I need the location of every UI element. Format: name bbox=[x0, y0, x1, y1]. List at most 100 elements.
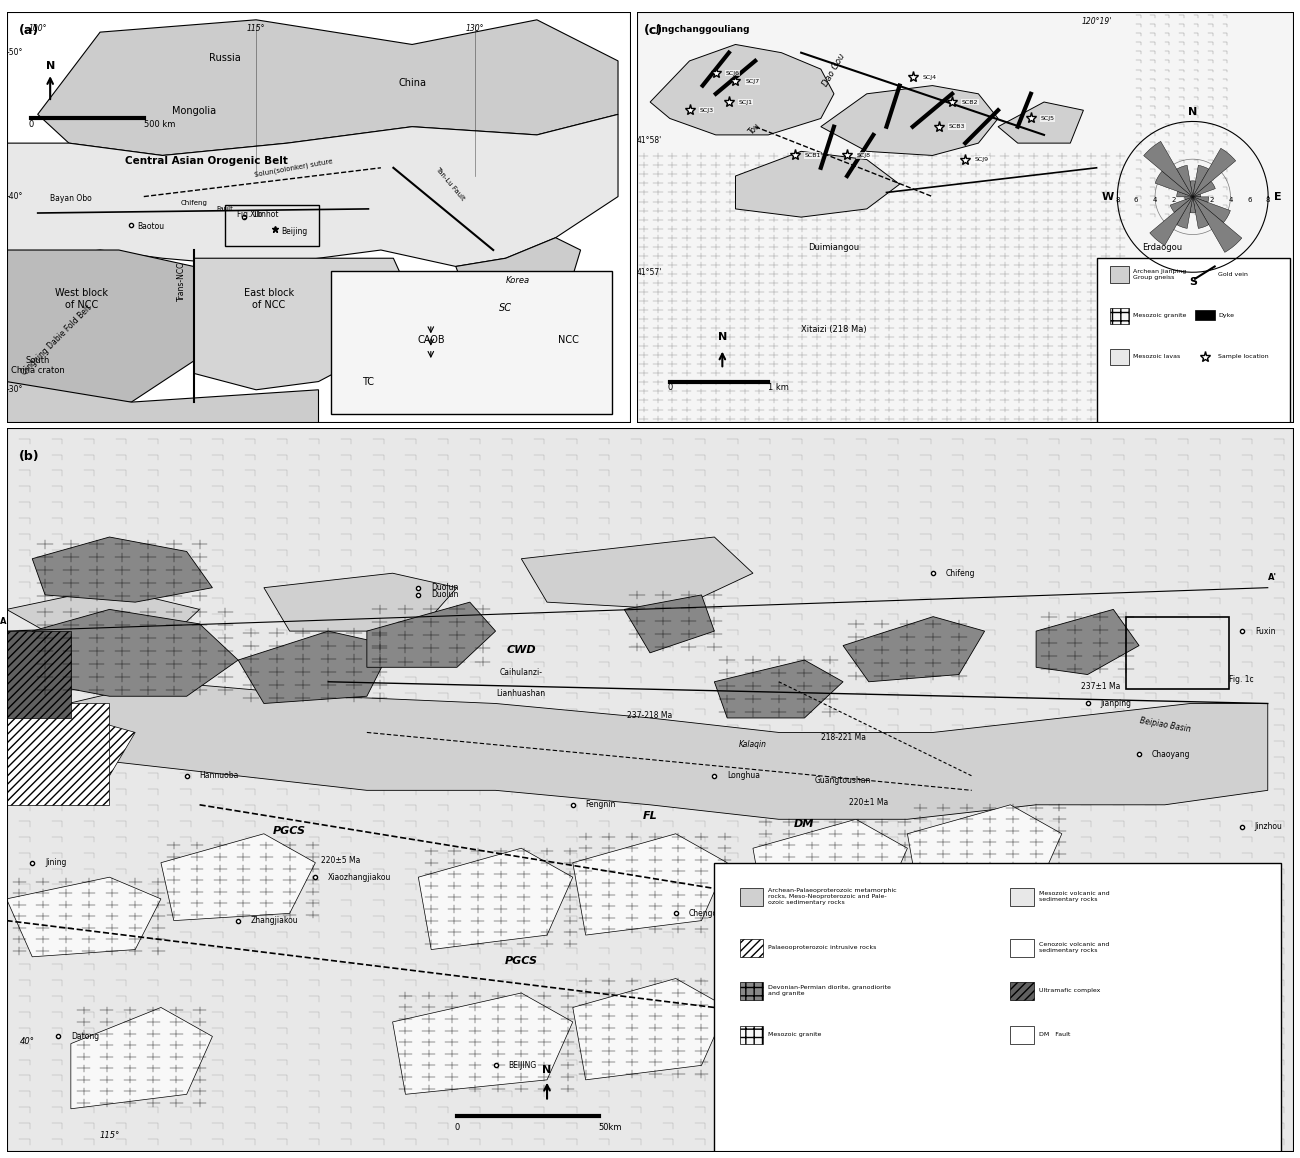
Text: Chengde: Chengde bbox=[689, 909, 723, 918]
Text: 220±5 Ma: 220±5 Ma bbox=[321, 856, 361, 865]
Text: 40°: 40° bbox=[20, 1036, 34, 1046]
Text: Dao Gou: Dao Gou bbox=[822, 52, 846, 88]
Wedge shape bbox=[1170, 197, 1193, 212]
Wedge shape bbox=[1193, 197, 1209, 203]
Wedge shape bbox=[1176, 197, 1193, 228]
Wedge shape bbox=[1184, 197, 1193, 199]
Polygon shape bbox=[573, 834, 727, 936]
Text: Tou: Tou bbox=[747, 122, 763, 137]
Bar bbox=[740, 888, 763, 906]
Wedge shape bbox=[1156, 171, 1193, 197]
Text: Zhangjiakou: Zhangjiakou bbox=[251, 916, 299, 925]
Text: FL: FL bbox=[642, 812, 658, 821]
Text: East block
of NCC: East block of NCC bbox=[243, 288, 294, 309]
Text: PGCS: PGCS bbox=[273, 826, 306, 836]
Polygon shape bbox=[6, 382, 318, 423]
Text: 50km: 50km bbox=[598, 1123, 621, 1133]
Text: Devonian-Permian diorite, granodiorite
and granite: Devonian-Permian diorite, granodiorite a… bbox=[768, 985, 892, 996]
Wedge shape bbox=[1193, 197, 1230, 222]
Text: Hannuoba: Hannuoba bbox=[200, 771, 239, 780]
Text: 115°: 115° bbox=[247, 24, 265, 32]
Polygon shape bbox=[907, 805, 1062, 906]
Text: 4: 4 bbox=[1153, 197, 1157, 203]
Text: Jingchanggouliang: Jingchanggouliang bbox=[655, 25, 750, 34]
Polygon shape bbox=[38, 20, 618, 155]
Bar bbox=[740, 939, 763, 957]
Text: E: E bbox=[1274, 192, 1282, 201]
Text: (b): (b) bbox=[20, 450, 40, 463]
Text: Fengnin: Fengnin bbox=[585, 800, 616, 809]
Text: Beijing: Beijing bbox=[281, 227, 307, 235]
Text: Fig. 1c: Fig. 1c bbox=[1228, 675, 1253, 683]
Text: Jinzhou: Jinzhou bbox=[1254, 822, 1283, 831]
Text: SCB3: SCB3 bbox=[949, 124, 966, 130]
Text: CWD: CWD bbox=[507, 645, 536, 654]
Text: S: S bbox=[1188, 277, 1197, 287]
Text: 500 km: 500 km bbox=[144, 119, 176, 129]
Text: Qingning Dabie Fold Belt: Qingning Dabie Fold Belt bbox=[20, 303, 94, 378]
Wedge shape bbox=[1193, 197, 1209, 228]
Text: SCJ3: SCJ3 bbox=[699, 108, 714, 112]
Text: Fig. 1b: Fig. 1b bbox=[237, 210, 263, 219]
Text: 218-221 Ma: 218-221 Ma bbox=[820, 733, 866, 741]
Text: Mesozoic volcanic and
sedimentary rocks: Mesozoic volcanic and sedimentary rocks bbox=[1039, 892, 1109, 902]
Text: SCJ1: SCJ1 bbox=[738, 100, 753, 104]
Text: Baotou: Baotou bbox=[138, 222, 165, 232]
Polygon shape bbox=[419, 848, 573, 950]
Polygon shape bbox=[521, 537, 753, 609]
Text: Kalaqin: Kalaqin bbox=[738, 740, 767, 749]
Text: Central Asian Orogenic Belt: Central Asian Orogenic Belt bbox=[125, 155, 287, 166]
Text: 100°: 100° bbox=[29, 24, 47, 32]
Text: China: China bbox=[398, 78, 426, 88]
Polygon shape bbox=[6, 115, 618, 266]
Bar bbox=[1010, 982, 1034, 1001]
Text: 237±1 Ma: 237±1 Ma bbox=[1080, 682, 1121, 691]
Bar bbox=[1010, 888, 1034, 906]
Text: West block
of NCC: West block of NCC bbox=[55, 288, 108, 309]
Text: Sample location: Sample location bbox=[1218, 354, 1269, 359]
Text: Cenozoic volcanic and
sedimentary rocks: Cenozoic volcanic and sedimentary rocks bbox=[1039, 941, 1109, 953]
Polygon shape bbox=[6, 718, 135, 790]
Text: 8: 8 bbox=[1266, 197, 1270, 203]
Text: Mesozoic granite: Mesozoic granite bbox=[768, 1032, 822, 1036]
Text: Bayan Obo: Bayan Obo bbox=[51, 193, 92, 203]
Text: 41°57': 41°57' bbox=[637, 267, 663, 277]
Text: Korea: Korea bbox=[506, 276, 530, 285]
Text: DM   Fault: DM Fault bbox=[1039, 1032, 1070, 1036]
Bar bbox=[6, 704, 109, 805]
Text: DM: DM bbox=[794, 819, 815, 828]
Bar bbox=[1110, 308, 1130, 324]
Polygon shape bbox=[753, 820, 907, 921]
Text: Jianping: Jianping bbox=[1100, 699, 1131, 708]
Text: Russia: Russia bbox=[209, 53, 240, 63]
Text: N: N bbox=[718, 332, 727, 343]
Text: Jining: Jining bbox=[46, 858, 66, 867]
Text: 8: 8 bbox=[1115, 197, 1119, 203]
Bar bbox=[1126, 616, 1230, 689]
Polygon shape bbox=[456, 237, 581, 308]
Text: 1 km: 1 km bbox=[768, 383, 789, 391]
Text: Duolun: Duolun bbox=[432, 584, 459, 592]
Text: Chaoyang: Chaoyang bbox=[1152, 749, 1191, 758]
Text: NCC: NCC bbox=[558, 336, 579, 345]
Wedge shape bbox=[1193, 197, 1242, 252]
Text: -40°: -40° bbox=[6, 192, 23, 201]
Bar bbox=[225, 205, 318, 245]
Text: 2: 2 bbox=[1171, 197, 1176, 203]
Text: 0: 0 bbox=[667, 383, 672, 391]
Polygon shape bbox=[573, 979, 727, 1079]
Text: Guangtoushan: Guangtoushan bbox=[815, 776, 871, 785]
Text: 130°: 130° bbox=[465, 24, 484, 32]
Bar bbox=[1110, 266, 1130, 283]
Wedge shape bbox=[1193, 148, 1236, 197]
Text: Mesozoic granite: Mesozoic granite bbox=[1132, 314, 1186, 318]
Wedge shape bbox=[1144, 141, 1193, 197]
Bar bbox=[1010, 1026, 1034, 1043]
Text: SCJ6: SCJ6 bbox=[725, 71, 740, 75]
Polygon shape bbox=[715, 660, 844, 718]
Text: Fault: Fault bbox=[217, 206, 233, 212]
Text: 6: 6 bbox=[1134, 197, 1139, 203]
FancyBboxPatch shape bbox=[6, 631, 72, 718]
Text: SCB1: SCB1 bbox=[805, 153, 820, 157]
Text: Archean-Palaeoproterozoic metamorphic
rocks, Meso-Neoproterozoic and Pale-
ozoic: Archean-Palaeoproterozoic metamorphic ro… bbox=[768, 888, 897, 906]
